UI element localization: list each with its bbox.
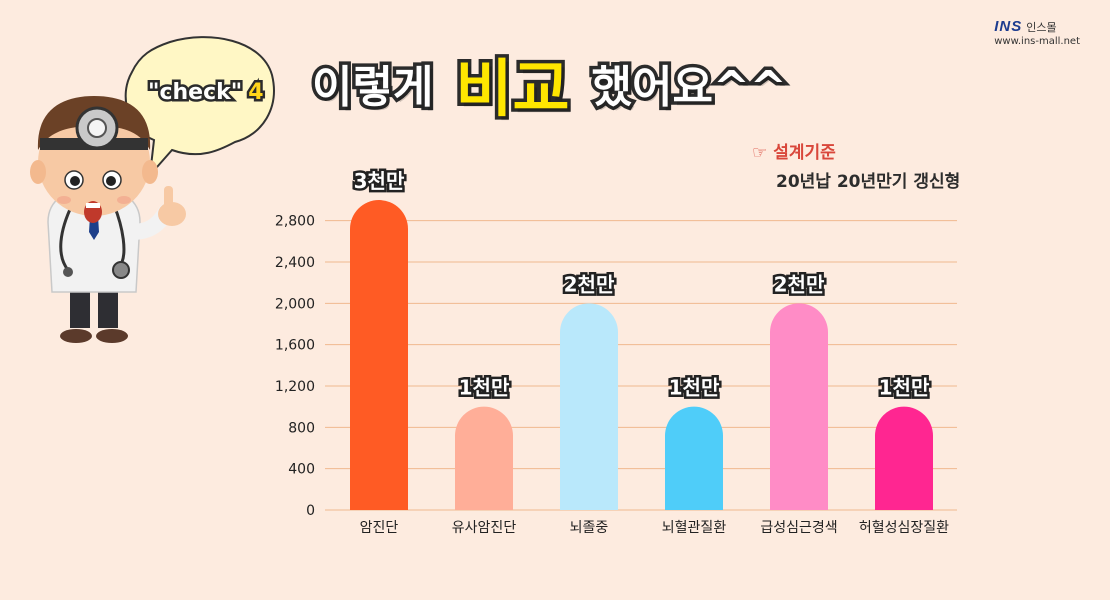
brand-name: 인스몰 — [1026, 21, 1057, 34]
y-tick-label: 2,800 — [275, 214, 315, 230]
title-part1: 이렇게 — [308, 59, 436, 117]
y-tick-label: 0 — [306, 503, 315, 519]
page-title: 이렇게 비교 했어요^^ — [308, 38, 790, 129]
y-tick-label: 800 — [288, 420, 315, 436]
x-category-label: 허혈성심장질환 — [859, 520, 949, 536]
data-label: 1천만 — [879, 376, 930, 400]
x-category-label: 급성심근경색 — [760, 520, 837, 536]
title-part2: 했어요^^ — [588, 59, 790, 117]
bar — [665, 406, 723, 510]
y-tick-label: 2,000 — [275, 296, 315, 312]
bubble-number: 4 — [246, 78, 266, 108]
criteria-label: 설계기준 — [773, 143, 836, 163]
speech-bubble — [124, 36, 275, 179]
bar — [455, 406, 513, 510]
y-tick-label: 2,400 — [275, 255, 315, 271]
bar — [350, 200, 408, 510]
y-tick-label: 400 — [288, 462, 315, 478]
data-label: 1천만 — [459, 376, 510, 400]
bubble-check-text: "check" — [145, 78, 244, 108]
x-category-label: 뇌졸중 — [570, 520, 609, 536]
data-label: 2천만 — [564, 272, 615, 296]
criteria-box: ☞ 설계기준 20년납 20년만기 갱신형 — [752, 138, 960, 192]
y-tick-label: 1,600 — [275, 338, 315, 354]
speech-bubble-text: "check" 4 — [145, 78, 266, 108]
x-category-label: 암진단 — [360, 520, 399, 536]
x-category-label: 뇌혈관질환 — [662, 520, 727, 536]
brand-url: www.ins-mall.net — [994, 36, 1080, 47]
y-tick-label: 1,200 — [275, 379, 315, 395]
data-label: 3천만 — [354, 169, 405, 193]
bar — [560, 303, 618, 510]
data-label: 2천만 — [774, 272, 825, 296]
pointing-hand-icon: ☞ — [752, 143, 768, 163]
bar — [770, 303, 828, 510]
doctor-illustration — [30, 36, 275, 343]
criteria-detail: 20년납 20년만기 갱신형 — [776, 172, 961, 192]
brand-logo: INS 인스몰 www.ins-mall.net — [994, 18, 1080, 47]
title-highlight: 비교 — [452, 49, 573, 129]
bar — [875, 406, 933, 510]
data-label: 1천만 — [669, 376, 720, 400]
brand-logo-text: INS — [994, 18, 1023, 35]
x-category-label: 유사암진단 — [452, 520, 517, 536]
